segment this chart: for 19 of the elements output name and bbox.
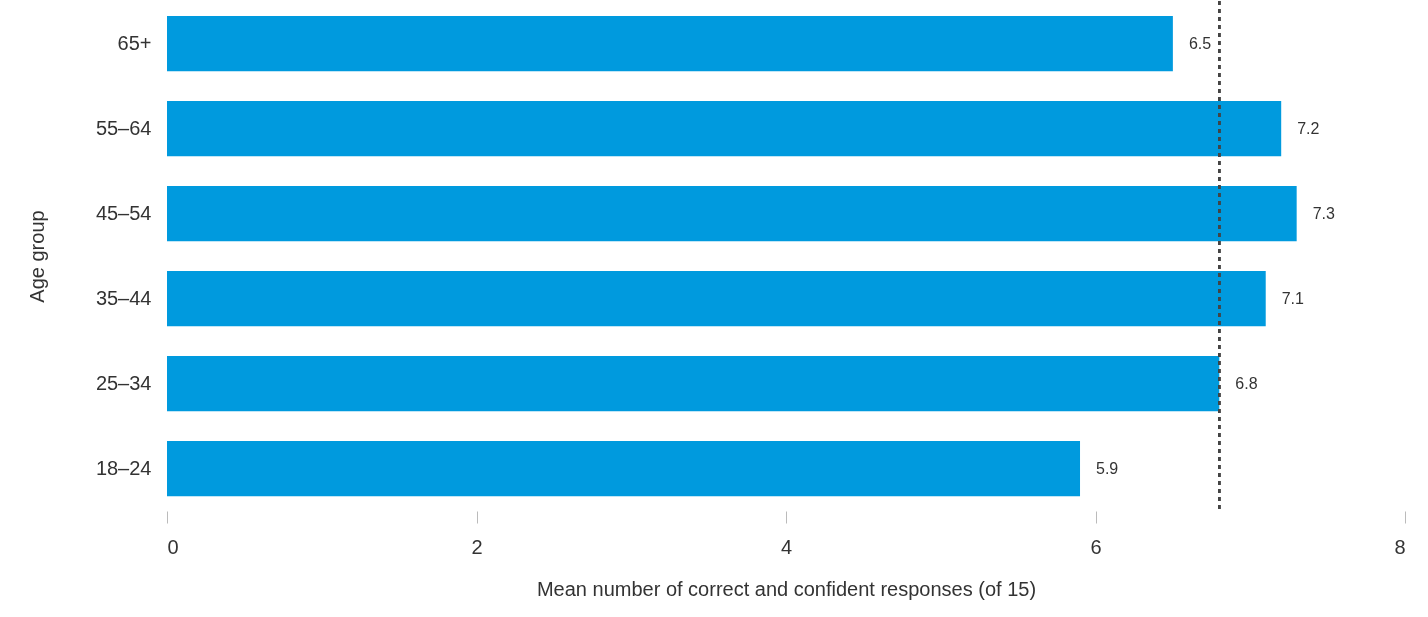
y-tick-label: 55–64: [95, 116, 152, 139]
y-tick-label: 25–34: [95, 371, 152, 394]
x-axis-title: Mean number of correct and confident responses (of 15): [536, 577, 1037, 600]
data-label: 6.5: [1188, 34, 1212, 52]
y-tick-label: 45–54: [95, 201, 152, 224]
data-label: 6.8: [1235, 374, 1258, 392]
y-tick-label: 18–24: [95, 456, 152, 479]
data-label: 7.3: [1312, 204, 1336, 222]
x-tick-label: 6: [1090, 535, 1102, 558]
y-tick-label: 65+: [117, 31, 152, 54]
data-label: 7.2: [1297, 119, 1320, 137]
data-label: 5.9: [1096, 459, 1119, 477]
y-axis-title: Age group: [25, 210, 48, 303]
x-tick-label: 4: [780, 535, 793, 558]
y-tick-label: 35–44: [95, 286, 152, 309]
data-label: 7.1: [1281, 289, 1305, 307]
x-tick-label: 8: [1394, 535, 1406, 558]
x-tick-label: 0: [167, 535, 179, 558]
x-tick-label: 2: [471, 535, 483, 558]
